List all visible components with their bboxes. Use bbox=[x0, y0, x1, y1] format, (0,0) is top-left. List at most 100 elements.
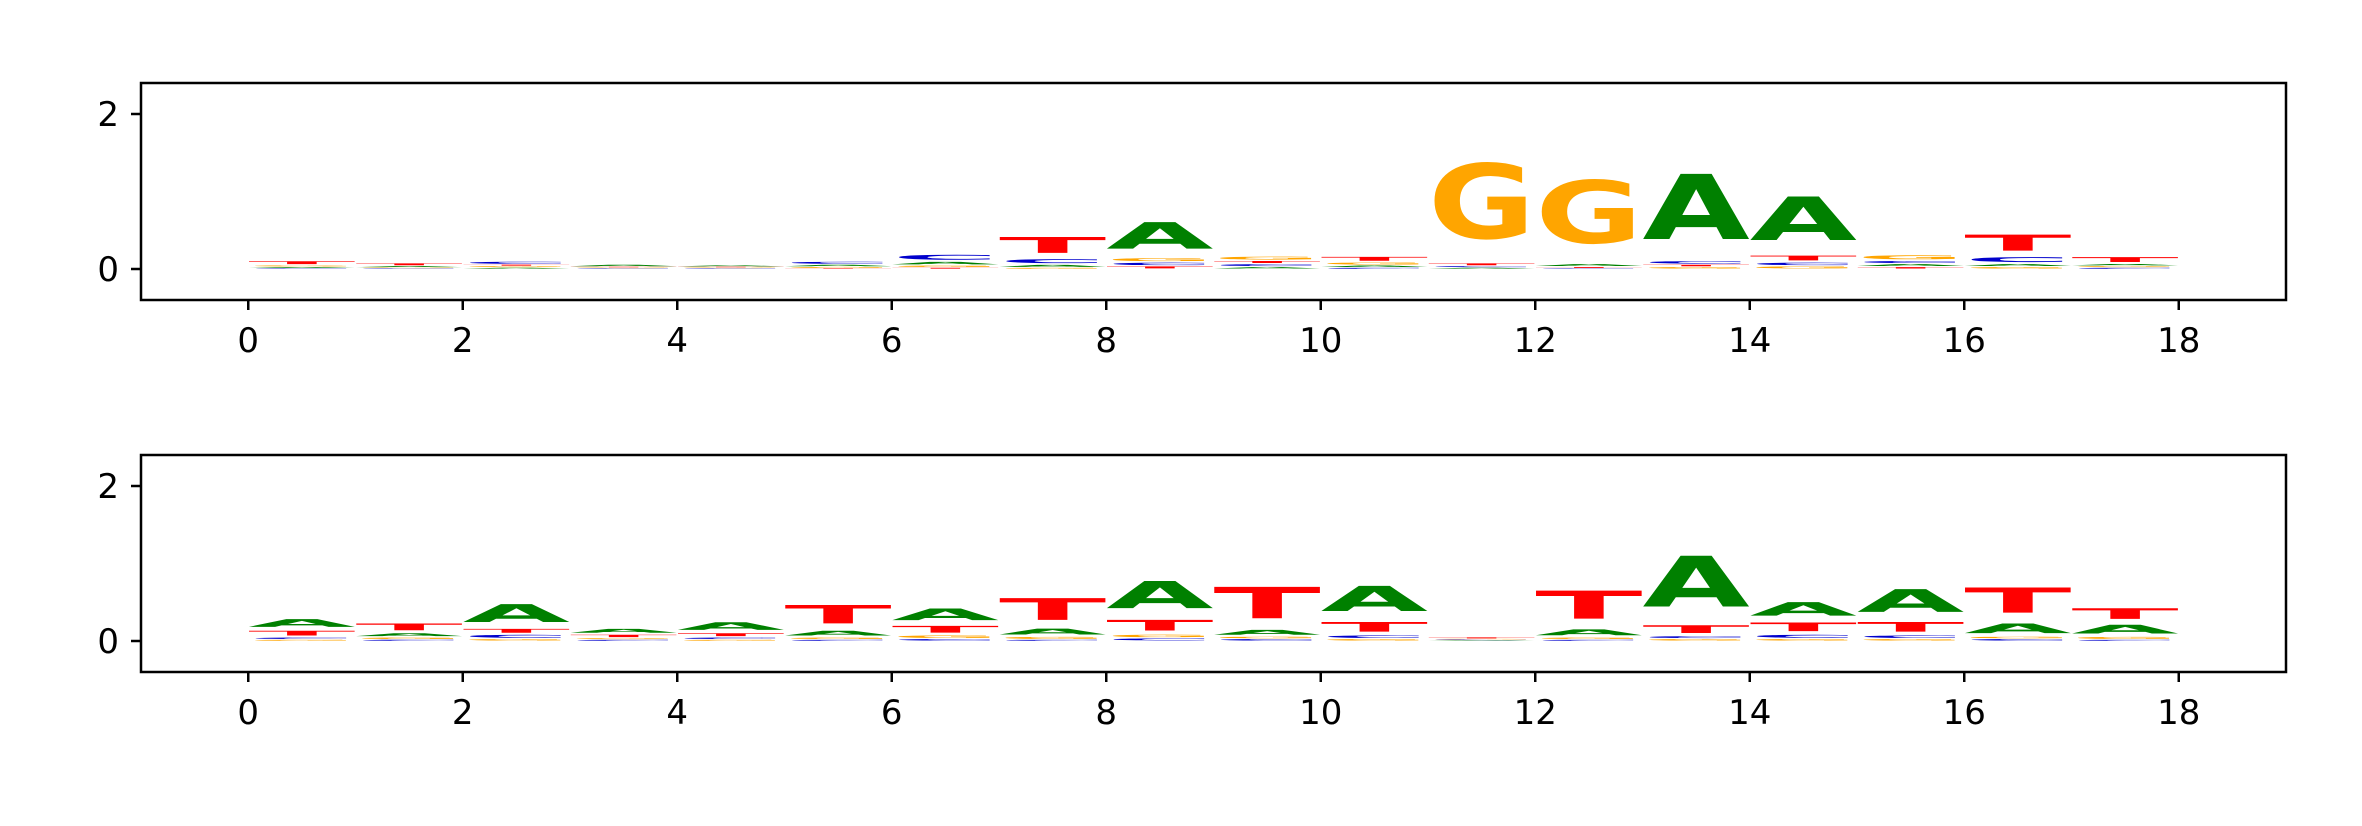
letter-t-pos-10: T bbox=[1321, 256, 1428, 262]
letter-g-pos-8: G bbox=[1106, 257, 1213, 262]
letter-g-pos-8: G bbox=[1106, 634, 1213, 638]
x-tick-label: 6 bbox=[881, 321, 903, 361]
letter-c-pos-12: C bbox=[1535, 268, 1642, 269]
letter-t-pos-10: T bbox=[1321, 619, 1428, 634]
letter-a-pos-11: A bbox=[1428, 267, 1535, 269]
letter-g-pos-14: G bbox=[1750, 266, 1857, 269]
letter-a-pos-9: A bbox=[1214, 267, 1321, 269]
letter-c-pos-15: C bbox=[1857, 261, 1964, 264]
letter-g-pos-3: G bbox=[570, 267, 677, 268]
letter-a-pos-16: A bbox=[1964, 621, 2071, 636]
letter-c-pos-8: C bbox=[1106, 262, 1213, 266]
letter-t-pos-1: T bbox=[356, 263, 463, 266]
letter-g-pos-15: G bbox=[1857, 639, 1964, 641]
letter-c-pos-3: C bbox=[570, 268, 677, 269]
letter-g-pos-10: G bbox=[1321, 262, 1428, 265]
letter-a-pos-8: A bbox=[1106, 574, 1213, 617]
letter-t-pos-3: T bbox=[570, 634, 677, 638]
letter-a-pos-0: A bbox=[248, 617, 355, 629]
letter-g-pos-10: G bbox=[1321, 639, 1428, 641]
letter-t-pos-4: T bbox=[677, 633, 784, 638]
letter-t-pos-11: T bbox=[1428, 263, 1535, 266]
letter-g-pos-14: G bbox=[1750, 639, 1857, 641]
letter-t-pos-2: T bbox=[463, 264, 570, 266]
letter-g-pos-12: G bbox=[1535, 637, 1642, 639]
letter-c-pos-4: C bbox=[677, 268, 784, 269]
x-tick-label: 2 bbox=[452, 321, 474, 361]
letter-t-pos-5: T bbox=[785, 268, 892, 269]
x-tick-label: 16 bbox=[1943, 321, 1986, 361]
letter-c-pos-9: C bbox=[1214, 639, 1321, 641]
letter-t-pos-6: T bbox=[892, 267, 999, 269]
letter-t-pos-0: T bbox=[248, 261, 355, 266]
letter-a-pos-17: A bbox=[2072, 264, 2179, 266]
letter-a-pos-12: A bbox=[1535, 264, 1642, 267]
letter-g-pos-0: G bbox=[248, 265, 355, 267]
letter-t-pos-12: T bbox=[1535, 583, 1642, 628]
letter-t-pos-13: T bbox=[1643, 264, 1750, 266]
letter-c-pos-1: C bbox=[356, 639, 463, 641]
letter-c-pos-6: C bbox=[892, 254, 999, 262]
x-tick-label: 4 bbox=[666, 321, 688, 361]
letter-a-pos-5: A bbox=[785, 264, 892, 266]
letter-t-pos-2: T bbox=[463, 628, 570, 634]
logo-panel-1: CAGTCGATAGTCCGTACGTATGACTGACGACTTCGAACTG… bbox=[97, 81, 2288, 361]
x-tick-label: 0 bbox=[237, 321, 259, 361]
letter-g-pos-17: G bbox=[2072, 266, 2179, 268]
letter-a-pos-17: A bbox=[2072, 623, 2179, 637]
letter-c-pos-10: C bbox=[1321, 635, 1428, 639]
letter-t-pos-9: T bbox=[1214, 261, 1321, 264]
letter-a-pos-0: A bbox=[248, 267, 355, 269]
letter-a-pos-4: A bbox=[677, 620, 784, 632]
y-tick-label: 2 bbox=[97, 95, 119, 135]
letter-g-pos-2: G bbox=[463, 266, 570, 268]
letter-c-pos-2: C bbox=[463, 634, 570, 639]
letter-c-pos-11: C bbox=[1428, 266, 1535, 268]
letter-a-pos-7: A bbox=[999, 264, 1106, 267]
letter-t-pos-14: T bbox=[1750, 254, 1857, 262]
letter-a-pos-5: A bbox=[785, 629, 892, 637]
x-tick-label: 0 bbox=[237, 693, 259, 733]
letter-c-pos-0: C bbox=[248, 637, 355, 639]
letter-g-pos-7: G bbox=[999, 636, 1106, 639]
x-tick-label: 6 bbox=[881, 693, 903, 733]
letter-a-pos-4: A bbox=[677, 265, 784, 267]
letter-g-pos-1: G bbox=[356, 267, 463, 268]
letter-c-pos-1: C bbox=[356, 268, 463, 269]
letter-a-pos-14: A bbox=[1750, 599, 1857, 621]
letter-c-pos-15: C bbox=[1857, 635, 1964, 639]
axes-frame bbox=[139, 81, 2288, 302]
letter-c-pos-10: C bbox=[1321, 267, 1428, 269]
letter-a-pos-10: A bbox=[1321, 579, 1428, 619]
letter-c-pos-8: C bbox=[1106, 638, 1213, 641]
letter-t-pos-0: T bbox=[248, 629, 355, 637]
x-tick-label: 8 bbox=[1095, 693, 1117, 733]
letter-g-pos-0: G bbox=[248, 639, 355, 641]
letter-g-pos-9: G bbox=[1214, 636, 1321, 638]
letter-a-pos-16: A bbox=[1964, 264, 2071, 267]
letter-t-pos-16: T bbox=[1964, 231, 2071, 256]
letter-t-pos-6: T bbox=[892, 624, 999, 635]
letter-a-pos-2: A bbox=[463, 267, 570, 269]
x-tick-label: 14 bbox=[1728, 693, 1771, 733]
letter-t-pos-1: T bbox=[356, 622, 463, 633]
letter-t-pos-7: T bbox=[999, 233, 1106, 258]
logo-letters: GCTACGATGCTACGTAGCTACGATCGTACGATCGTACGAT… bbox=[248, 542, 2179, 641]
logo-panel-2: GCTACGATGCTACGTAGCTACGATCGTACGATCGTACGAT… bbox=[97, 453, 2288, 733]
letter-g-pos-3: G bbox=[570, 638, 677, 640]
letter-c-pos-0: C bbox=[248, 268, 355, 269]
letter-a-pos-8: A bbox=[1106, 215, 1213, 257]
letter-c-pos-16: C bbox=[1964, 256, 2071, 264]
x-tick-label: 10 bbox=[1299, 693, 1342, 733]
letter-g-pos-5: G bbox=[785, 267, 892, 269]
letter-c-pos-5: C bbox=[785, 261, 892, 264]
letter-t-pos-15: T bbox=[1857, 267, 1964, 269]
letter-a-pos-13: A bbox=[1643, 157, 1750, 261]
letter-t-pos-4: T bbox=[677, 267, 784, 268]
x-tick-label: 16 bbox=[1943, 693, 1986, 733]
letter-g-pos-5: G bbox=[785, 637, 892, 639]
letter-g-pos-13: G bbox=[1643, 639, 1750, 641]
letter-a-pos-2: A bbox=[463, 600, 570, 628]
letter-t-pos-3: T bbox=[570, 267, 677, 268]
x-tick-label: 8 bbox=[1095, 321, 1117, 361]
